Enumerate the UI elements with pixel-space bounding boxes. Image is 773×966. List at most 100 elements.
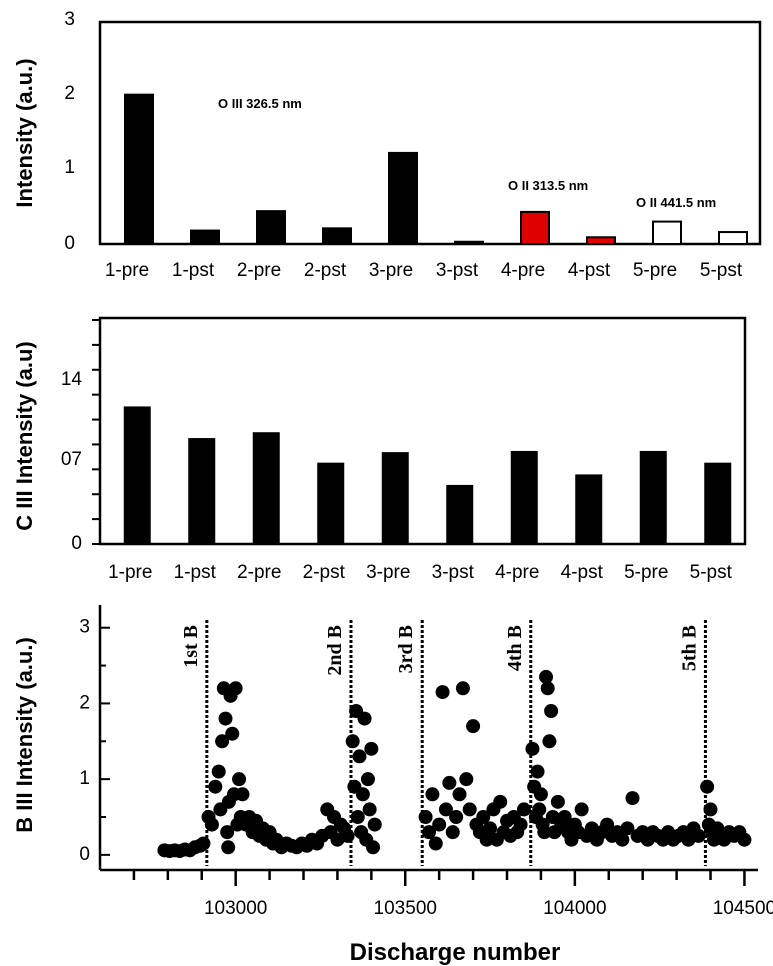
data-point: [228, 681, 243, 696]
data-point: [438, 802, 453, 817]
data-point: [208, 779, 223, 794]
category-label: 5-pre: [633, 260, 677, 281]
bar-group: [123, 406, 732, 545]
data-point: [366, 840, 381, 855]
category-label: 2-pre: [237, 260, 281, 281]
y-tick-label: 14: [61, 369, 83, 390]
bar: [322, 227, 352, 246]
bar: [652, 220, 682, 246]
plot-frame: [98, 316, 747, 546]
y-tick-label: 3: [64, 9, 75, 30]
data-point: [537, 825, 552, 840]
annotation-label: O III 326.5 nm: [218, 96, 302, 111]
data-point: [550, 794, 565, 809]
data-point: [352, 749, 367, 764]
category-label: 5-pst: [690, 562, 733, 583]
data-point: [418, 810, 433, 824]
data-point: [540, 681, 555, 696]
data-point: [625, 791, 640, 806]
data-point: [703, 802, 718, 817]
bar: [317, 462, 345, 545]
data-point: [445, 825, 460, 840]
data-point: [539, 669, 554, 684]
bar: [586, 236, 616, 245]
y-tick-label: 2: [79, 692, 90, 713]
y-tick-label: 0: [71, 533, 82, 554]
data-point: [691, 828, 706, 843]
category-labels: 1-pre 1-pst 2-pre 2-pst 3-pre 3-pst 4-pre 4-pst…: [108, 562, 733, 583]
y-tick-label: 07: [61, 449, 82, 470]
data-point: [218, 711, 233, 726]
axis-ticks: 0 1 2 3 103000 103500 104000 104500: [79, 617, 773, 919]
data-point: [600, 817, 615, 832]
bar: [639, 450, 667, 545]
data-point: [204, 817, 219, 832]
bar: [388, 151, 418, 245]
category-label: 3-pst: [432, 562, 475, 583]
y-tick-label: 0: [79, 844, 90, 865]
data-point: [215, 734, 230, 749]
data-point: [235, 787, 250, 802]
y-tick-label: 1: [64, 157, 75, 178]
data-point: [435, 685, 450, 700]
bar-group: [124, 93, 748, 246]
bar: [188, 438, 216, 545]
data-point: [483, 821, 498, 836]
data-point: [557, 810, 572, 824]
category-label: 4-pre: [501, 260, 545, 281]
category-label: 1-pst: [172, 260, 215, 281]
category-label: 1-pre: [108, 562, 152, 583]
data-point: [737, 832, 752, 847]
data-point: [362, 802, 377, 817]
y-tick-label: 3: [79, 617, 90, 638]
data-point: [422, 825, 436, 840]
boronization-label: 3rd B: [395, 625, 417, 673]
y-tick-label: 0: [64, 233, 75, 254]
x-tick-label: 104000: [543, 898, 606, 919]
y-tick-label: 1: [79, 768, 90, 789]
category-label: 3-pst: [436, 260, 479, 281]
data-point: [452, 787, 467, 802]
data-point: [525, 741, 540, 756]
bar: [256, 210, 286, 245]
category-label: 2-pre: [237, 562, 281, 583]
panel-c-iii: C III Intensity (a.u) 0 07 14 1-pre 1-pst…: [12, 316, 747, 583]
boronization-label: 1st B: [180, 625, 202, 668]
plot-frame: [98, 20, 762, 246]
scatter-points: [157, 669, 752, 859]
data-point: [225, 726, 240, 741]
data-point: [462, 802, 477, 817]
data-point: [367, 817, 382, 832]
bar: [454, 240, 484, 245]
bar: [252, 432, 280, 545]
data-point: [476, 810, 491, 824]
bar: [510, 450, 538, 545]
data-point: [466, 719, 481, 734]
bar: [123, 406, 151, 545]
y-axis-title: C III Intensity (a.u): [12, 341, 37, 530]
data-point: [232, 772, 247, 787]
data-point: [220, 825, 235, 840]
category-label: 1-pst: [174, 562, 217, 583]
panel-o-intensity: Intensity (a.u.) 0 1 2 3 1-pre 1-pst 2-pre…: [12, 9, 762, 281]
data-point: [700, 779, 715, 794]
data-point: [513, 817, 528, 832]
bar: [446, 484, 474, 545]
bar: [190, 229, 220, 245]
x-axis-title: Discharge number: [350, 939, 561, 966]
y-tick-label: 2: [64, 83, 75, 104]
bar: [718, 231, 748, 245]
data-point: [533, 787, 548, 802]
data-point: [544, 704, 559, 718]
data-point: [432, 817, 447, 832]
data-point: [574, 802, 589, 817]
data-point: [196, 836, 211, 851]
data-point: [532, 802, 547, 817]
bar: [575, 474, 603, 545]
data-point: [355, 787, 370, 802]
data-point: [530, 764, 545, 779]
data-point: [345, 734, 360, 749]
category-label: 3-pre: [369, 260, 413, 281]
y-axis-title: B III Intensity (a.u.): [12, 637, 37, 833]
category-label: 4-pst: [561, 562, 604, 583]
